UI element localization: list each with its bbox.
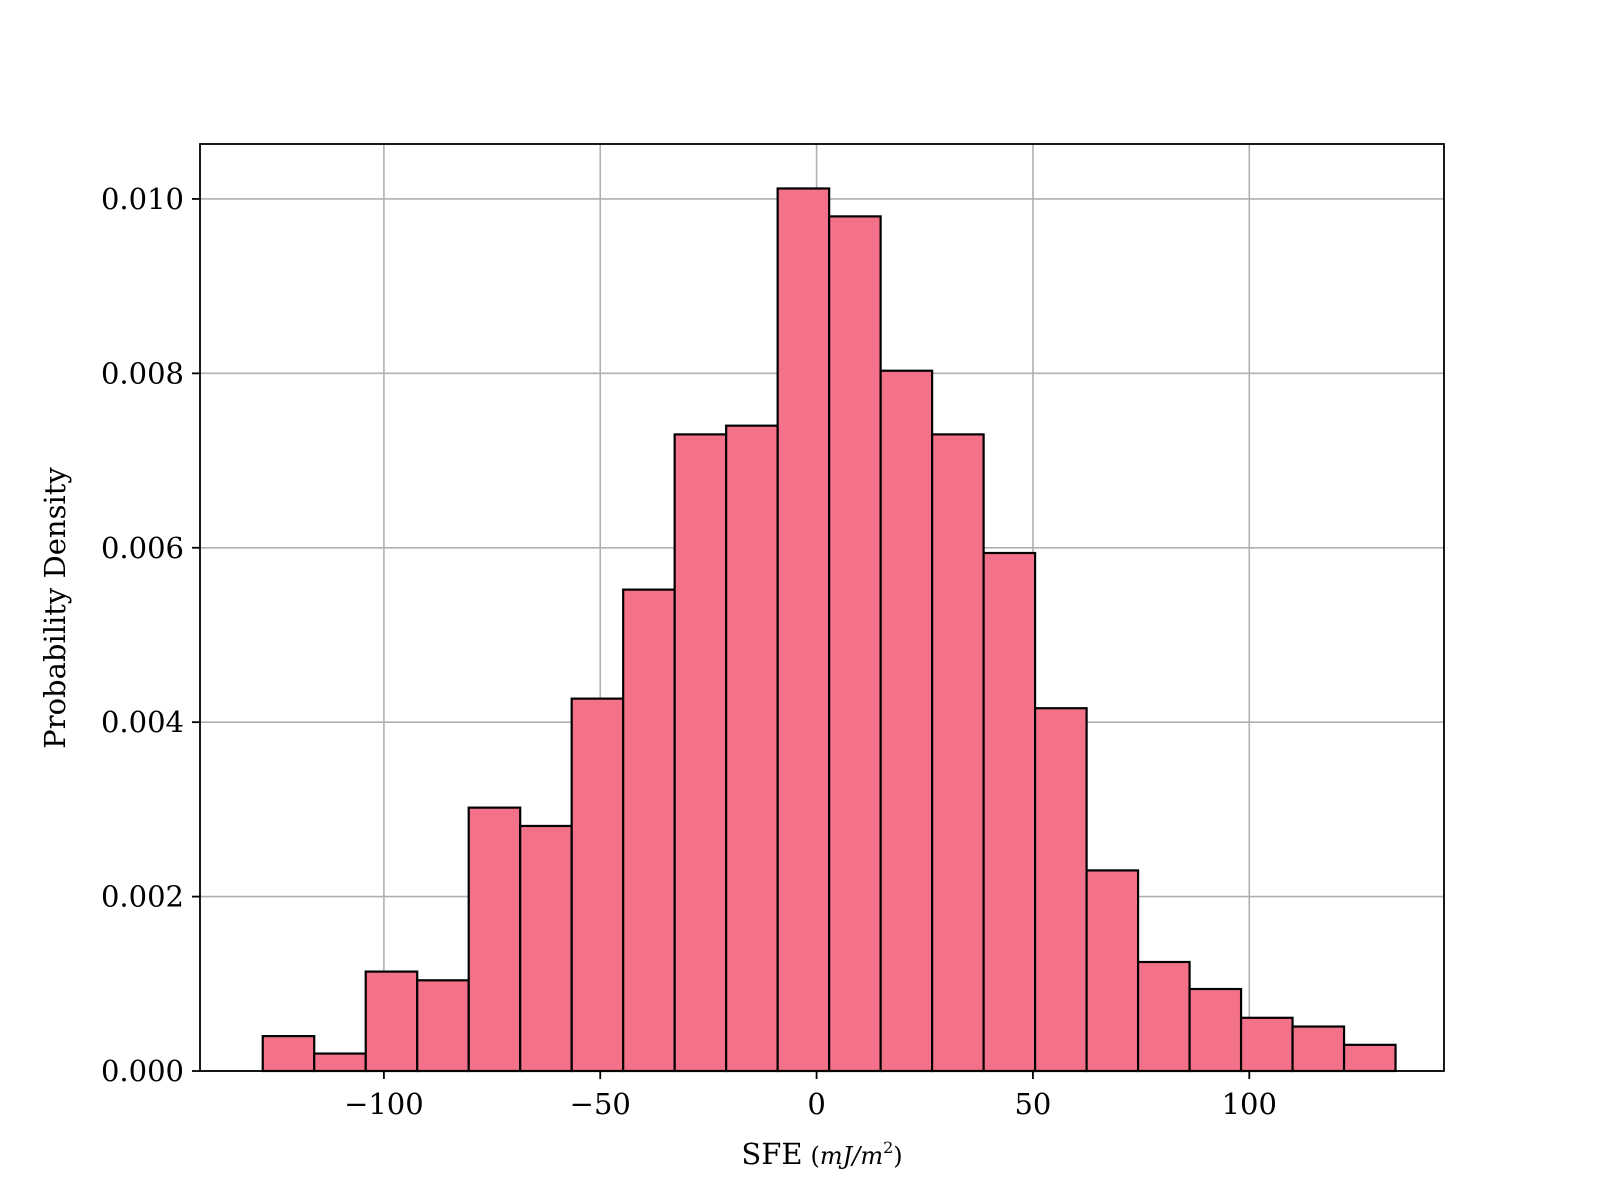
histogram-bar xyxy=(261,1035,316,1073)
histogram-bar xyxy=(1085,869,1140,1073)
histogram-bar xyxy=(570,697,625,1073)
histogram-bar xyxy=(364,970,419,1073)
histogram-bar xyxy=(828,215,882,1073)
unit-open: ( xyxy=(811,1142,820,1170)
histogram-bar xyxy=(982,551,1037,1073)
histogram-bar xyxy=(1342,1043,1397,1073)
x-tick-label: 0 xyxy=(807,1087,825,1121)
histogram-bars xyxy=(261,187,1397,1073)
unit-body: mJ/m xyxy=(820,1142,883,1170)
x-axis-label-unit: (mJ/m2) xyxy=(811,1138,903,1170)
histogram-bar xyxy=(1239,1016,1294,1073)
unit-close: ) xyxy=(893,1142,902,1170)
histogram-bar xyxy=(776,187,831,1073)
histogram-bar xyxy=(673,433,728,1073)
histogram-bar xyxy=(416,979,470,1073)
y-axis-ticks: 0.000 0.002 0.004 0.006 0.008 0.010 xyxy=(101,182,200,1088)
y-tick-label: 0.002 xyxy=(101,880,184,914)
x-axis-label-main: SFE xyxy=(741,1137,802,1171)
x-tick-label: 100 xyxy=(1222,1087,1277,1121)
x-tick-label: 50 xyxy=(1014,1087,1051,1121)
y-axis-label: Probability Density xyxy=(38,467,72,749)
y-tick-label: 0.000 xyxy=(101,1054,184,1088)
x-tick-label: −100 xyxy=(344,1087,424,1121)
histogram-bar xyxy=(313,1052,367,1073)
histogram-bar xyxy=(1291,1025,1346,1073)
histogram-bar xyxy=(931,433,985,1073)
x-axis-label: SFE (mJ/m2) xyxy=(741,1137,902,1171)
histogram-bar xyxy=(467,806,522,1073)
x-tick-label: −50 xyxy=(570,1087,631,1121)
histogram-bar xyxy=(622,588,676,1073)
y-tick-label: 0.008 xyxy=(101,356,184,390)
x-axis-ticks: −100 −50 0 50 100 xyxy=(344,1071,1277,1121)
histogram-bar xyxy=(1136,960,1191,1073)
histogram-bar xyxy=(1034,707,1088,1073)
histogram-bar xyxy=(725,424,779,1073)
histogram-bar xyxy=(519,824,573,1073)
plot-frame xyxy=(199,143,1445,1072)
histogram-bar xyxy=(1188,987,1243,1073)
histogram-bar xyxy=(879,369,934,1073)
y-tick-label: 0.010 xyxy=(101,182,184,216)
y-tick-label: 0.006 xyxy=(101,531,184,565)
y-tick-label: 0.004 xyxy=(101,705,184,739)
unit-superscript: 2 xyxy=(883,1138,893,1157)
